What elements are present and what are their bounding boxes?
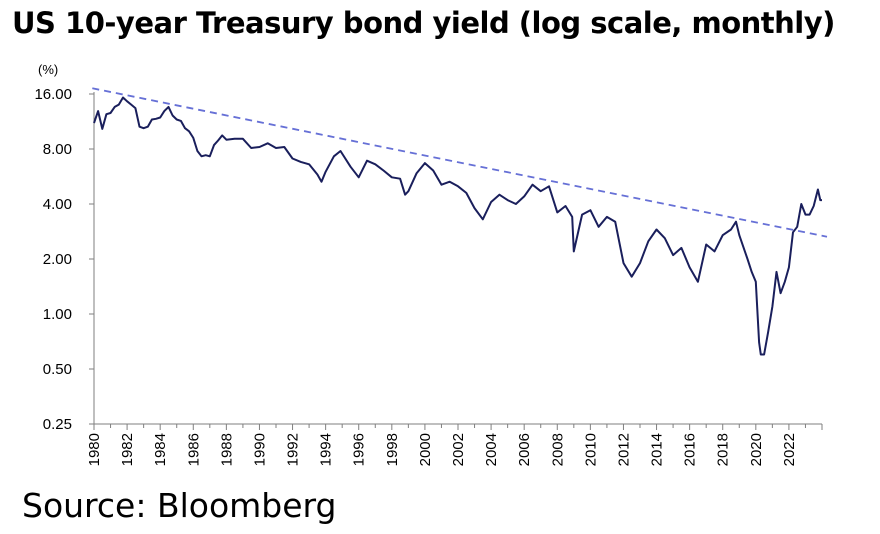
- source-note: Source: Bloomberg: [22, 486, 337, 525]
- x-tick-label: 2012: [615, 433, 632, 466]
- x-tick-label: 2000: [417, 433, 434, 466]
- yield-line: [93, 96, 822, 356]
- x-tick-label: 1994: [318, 433, 335, 466]
- x-tick-label: 2018: [715, 433, 732, 466]
- y-tick-label: 4.00: [43, 196, 72, 213]
- x-tick-label: 1996: [351, 433, 368, 466]
- trend-line: [92, 87, 828, 238]
- x-tick-label: 1986: [185, 433, 202, 466]
- x-tick-label: 2008: [549, 433, 566, 466]
- x-tick-label: 1998: [384, 433, 401, 466]
- y-tick-label: 1.00: [43, 306, 72, 323]
- x-axis: 1980 1982 1984 1986 1988 1990 1992 1994 1996 1998…: [86, 423, 823, 466]
- y-tick-label: 8.00: [43, 141, 72, 158]
- x-tick-label: 2010: [582, 433, 599, 466]
- plot-area: [92, 87, 828, 356]
- y-tick-label: 0.50: [43, 361, 72, 378]
- x-tick-label: 1992: [285, 433, 302, 466]
- x-tick-label: 2016: [682, 433, 699, 466]
- y-unit-label: (%): [38, 62, 58, 77]
- x-tick-label: 1982: [119, 433, 136, 466]
- chart-title: US 10-year Treasury bond yield (log scal…: [12, 6, 835, 40]
- x-tick-label: 1990: [251, 433, 268, 466]
- x-tick-label: 2020: [748, 433, 765, 466]
- y-tick-label: 0.25: [43, 416, 72, 433]
- x-tick-label: 1980: [86, 433, 103, 466]
- y-tick-label: 16.00: [34, 86, 72, 103]
- x-tick-label: 2022: [781, 433, 798, 466]
- x-tick-label: 2006: [516, 433, 533, 466]
- x-tick-label: 1988: [218, 433, 235, 466]
- y-axis: 16.00 8.00 4.00 2.00 1.00 0.50 0.25: [34, 86, 95, 433]
- x-tick-label: 2004: [483, 433, 500, 466]
- x-tick-label: 2002: [450, 433, 467, 466]
- x-tick-label: 1984: [152, 433, 169, 466]
- y-tick-label: 2.00: [43, 251, 72, 268]
- x-tick-label: 2014: [649, 433, 666, 466]
